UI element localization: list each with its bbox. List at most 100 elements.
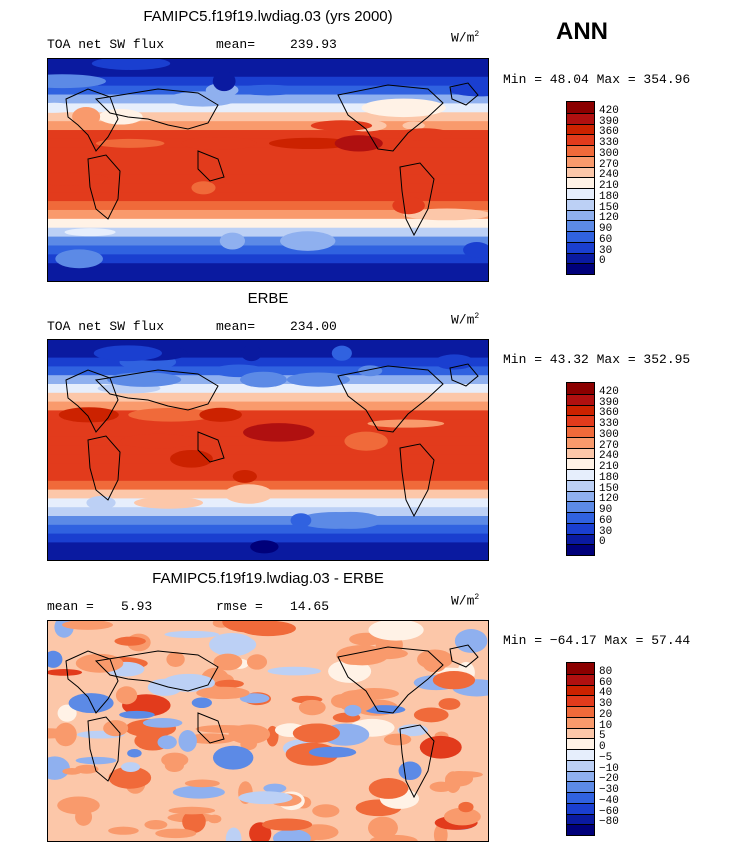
colorbar-tick-label: 390 xyxy=(599,115,619,128)
field-patch xyxy=(225,827,242,841)
field-patch xyxy=(392,196,425,215)
colorbar-tick-label: −80 xyxy=(599,816,619,829)
field-patch xyxy=(286,372,350,387)
coastline-outline xyxy=(197,150,225,182)
colorbar-swatch xyxy=(567,209,594,221)
field-band xyxy=(48,121,488,132)
field-patch xyxy=(432,671,476,690)
field-patch xyxy=(434,354,475,370)
colorbar-tick-label: 60 xyxy=(599,514,613,527)
colorbar-tick-label: 210 xyxy=(599,461,619,473)
field-band xyxy=(48,272,488,281)
colorbar-tick-label: −20 xyxy=(599,773,619,786)
field-patch xyxy=(367,419,445,428)
field-patch xyxy=(55,249,103,269)
field-patch xyxy=(48,102,75,113)
colorbar-tick-label: 330 xyxy=(599,137,619,149)
colorbar-tick-label: 30 xyxy=(599,698,613,710)
field-band xyxy=(48,384,488,394)
colorbar-tick-label: 240 xyxy=(599,450,619,463)
field-patch xyxy=(263,783,287,793)
colorbar-swatch xyxy=(567,458,594,469)
field-band xyxy=(48,401,488,412)
colorbar-tick-label: 60 xyxy=(599,233,613,246)
panel-1-field xyxy=(48,59,488,281)
coastline-outline xyxy=(197,431,225,463)
field-band xyxy=(48,227,488,238)
colorbar-tick-label: 390 xyxy=(599,396,619,409)
colorbar-tick-label: 420 xyxy=(599,385,619,398)
colorbar-swatch xyxy=(567,533,594,545)
colorbar-swatch xyxy=(567,198,594,210)
field-patch xyxy=(48,756,70,780)
field-patch xyxy=(344,431,388,451)
colorbar-swatch xyxy=(567,393,594,405)
field-band xyxy=(48,348,488,359)
field-patch xyxy=(168,806,216,815)
coastline-outline xyxy=(65,369,119,433)
colorbar-tick-label: 20 xyxy=(599,708,613,721)
field-patch xyxy=(250,540,279,554)
colorbar-swatch xyxy=(567,695,594,706)
field-patch xyxy=(207,814,222,824)
field-patch xyxy=(463,241,488,258)
field-patch xyxy=(458,801,474,813)
field-patch xyxy=(48,669,83,676)
field-patch xyxy=(128,408,214,422)
field-band xyxy=(48,67,488,78)
field-band xyxy=(48,480,488,491)
field-patch xyxy=(196,686,250,700)
field-band xyxy=(48,463,488,473)
colorbar-tick-label: 150 xyxy=(599,201,619,214)
field-patch xyxy=(115,686,138,705)
coastline-outline xyxy=(197,712,225,744)
coastline-outline xyxy=(337,84,444,152)
field-patch xyxy=(144,819,168,830)
colorbar-tick-label: 0 xyxy=(599,536,606,549)
colorbar-swatch xyxy=(567,404,594,416)
field-band xyxy=(48,516,488,526)
field-patch xyxy=(331,345,352,361)
field-band xyxy=(48,138,488,149)
panel-2-mean-value: 234.00 xyxy=(290,319,337,334)
colorbar-tick-label: 180 xyxy=(599,471,619,484)
colorbar-swatch xyxy=(567,802,594,814)
colorbar-tick-label: −60 xyxy=(599,805,619,818)
colorbar-tick-label: 30 xyxy=(599,244,613,257)
field-band xyxy=(48,392,488,403)
field-patch xyxy=(108,766,152,789)
field-patch xyxy=(75,653,124,673)
panel-3-map xyxy=(47,620,489,842)
colorbar-tick-label: 80 xyxy=(599,665,613,678)
coastline-outline xyxy=(399,724,435,799)
field-band xyxy=(48,245,488,256)
colorbar-swatch xyxy=(567,663,594,674)
field-patch xyxy=(48,650,63,668)
colorbar-tick-label: 300 xyxy=(599,147,619,160)
coastline-outline xyxy=(87,435,121,501)
field-patch xyxy=(155,828,197,839)
season-label: ANN xyxy=(556,18,608,45)
colorbar-swatch xyxy=(567,716,594,728)
field-patch xyxy=(334,135,383,152)
colorbar-tick-label: 180 xyxy=(599,190,619,203)
coastline-outline xyxy=(449,644,479,668)
field-patch xyxy=(222,621,274,633)
colorbar-tick-label: 330 xyxy=(599,418,619,430)
field-patch xyxy=(134,496,204,509)
field-patch xyxy=(121,762,141,772)
field-patch xyxy=(292,723,340,744)
colorbar-tick-label: −30 xyxy=(599,784,619,796)
coastline-outline xyxy=(94,369,219,411)
panel-2-units: W/m2 xyxy=(451,312,480,328)
field-patch xyxy=(261,818,313,831)
panel-3-field xyxy=(48,621,488,841)
colorbar-swatch xyxy=(567,447,594,459)
field-patch xyxy=(191,181,216,195)
coastline-outline xyxy=(399,443,435,518)
field-patch xyxy=(403,208,488,221)
field-patch xyxy=(338,647,369,665)
panel-1-colorbar xyxy=(566,101,595,275)
field-patch xyxy=(413,707,449,723)
field-patch xyxy=(72,107,101,127)
